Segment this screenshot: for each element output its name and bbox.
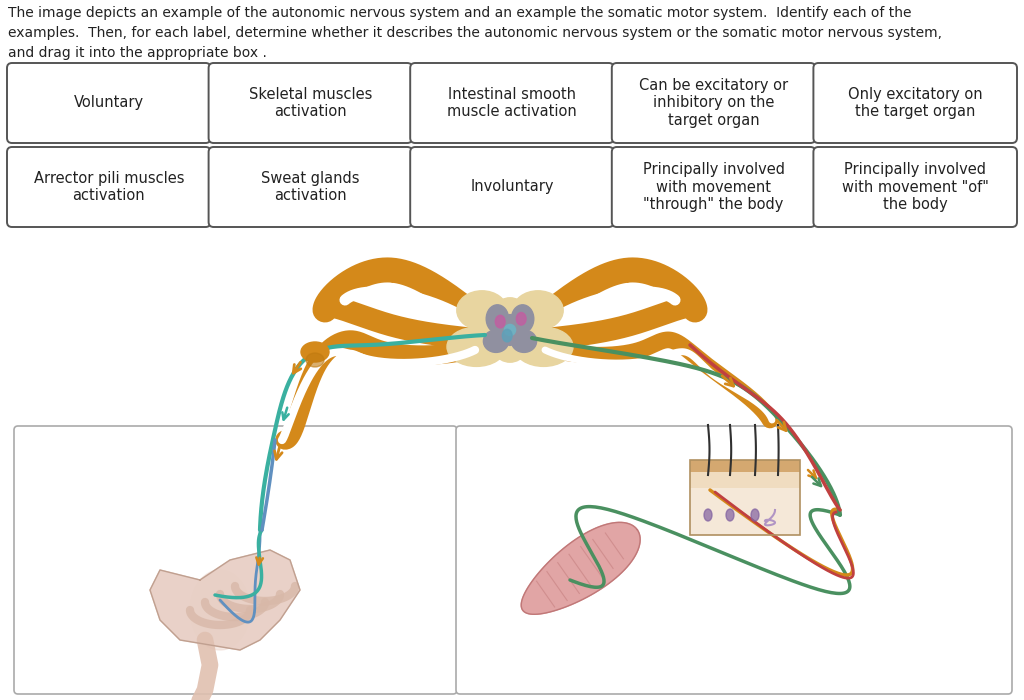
- Text: Principally involved
with movement "of"
the body: Principally involved with movement "of" …: [842, 162, 988, 212]
- Ellipse shape: [306, 353, 324, 367]
- Ellipse shape: [514, 327, 573, 366]
- Text: Arrector pili muscles
activation: Arrector pili muscles activation: [34, 171, 184, 203]
- Text: Intestinal smooth
muscle activation: Intestinal smooth muscle activation: [447, 87, 577, 119]
- FancyBboxPatch shape: [611, 63, 815, 143]
- FancyBboxPatch shape: [611, 147, 815, 227]
- Polygon shape: [150, 550, 300, 650]
- Ellipse shape: [447, 327, 506, 366]
- Ellipse shape: [483, 330, 509, 352]
- FancyBboxPatch shape: [690, 488, 800, 535]
- Text: Sweat glands
activation: Sweat glands activation: [261, 171, 359, 203]
- FancyBboxPatch shape: [7, 63, 211, 143]
- Text: The image depicts an example of the autonomic nervous system and an example the : The image depicts an example of the auto…: [8, 6, 942, 60]
- FancyBboxPatch shape: [456, 426, 1012, 694]
- Ellipse shape: [457, 290, 507, 330]
- Ellipse shape: [751, 509, 759, 521]
- Ellipse shape: [301, 342, 329, 362]
- Ellipse shape: [516, 312, 526, 325]
- Text: Involuntary: Involuntary: [470, 179, 554, 195]
- Text: Voluntary: Voluntary: [74, 95, 143, 111]
- Text: Skeletal muscles
activation: Skeletal muscles activation: [249, 87, 372, 119]
- Polygon shape: [521, 522, 640, 615]
- Text: Only excitatory on
the target organ: Only excitatory on the target organ: [848, 87, 982, 119]
- FancyBboxPatch shape: [14, 426, 457, 694]
- FancyBboxPatch shape: [209, 63, 413, 143]
- FancyBboxPatch shape: [813, 147, 1017, 227]
- FancyBboxPatch shape: [7, 147, 211, 227]
- Ellipse shape: [513, 290, 563, 330]
- FancyBboxPatch shape: [209, 147, 413, 227]
- Ellipse shape: [511, 330, 537, 352]
- FancyBboxPatch shape: [411, 147, 613, 227]
- Ellipse shape: [511, 304, 534, 332]
- FancyBboxPatch shape: [690, 460, 800, 472]
- Circle shape: [505, 324, 516, 335]
- Ellipse shape: [726, 509, 734, 521]
- Ellipse shape: [496, 315, 505, 328]
- Polygon shape: [190, 570, 250, 650]
- Text: Principally involved
with movement
"through" the body: Principally involved with movement "thro…: [643, 162, 784, 212]
- Ellipse shape: [705, 509, 712, 521]
- Ellipse shape: [486, 298, 534, 362]
- FancyBboxPatch shape: [813, 63, 1017, 143]
- FancyBboxPatch shape: [411, 63, 613, 143]
- Ellipse shape: [486, 304, 509, 332]
- Ellipse shape: [502, 314, 518, 345]
- Text: Can be excitatory or
inhibitory on the
target organ: Can be excitatory or inhibitory on the t…: [639, 78, 788, 128]
- Ellipse shape: [503, 329, 512, 342]
- FancyBboxPatch shape: [690, 472, 800, 488]
